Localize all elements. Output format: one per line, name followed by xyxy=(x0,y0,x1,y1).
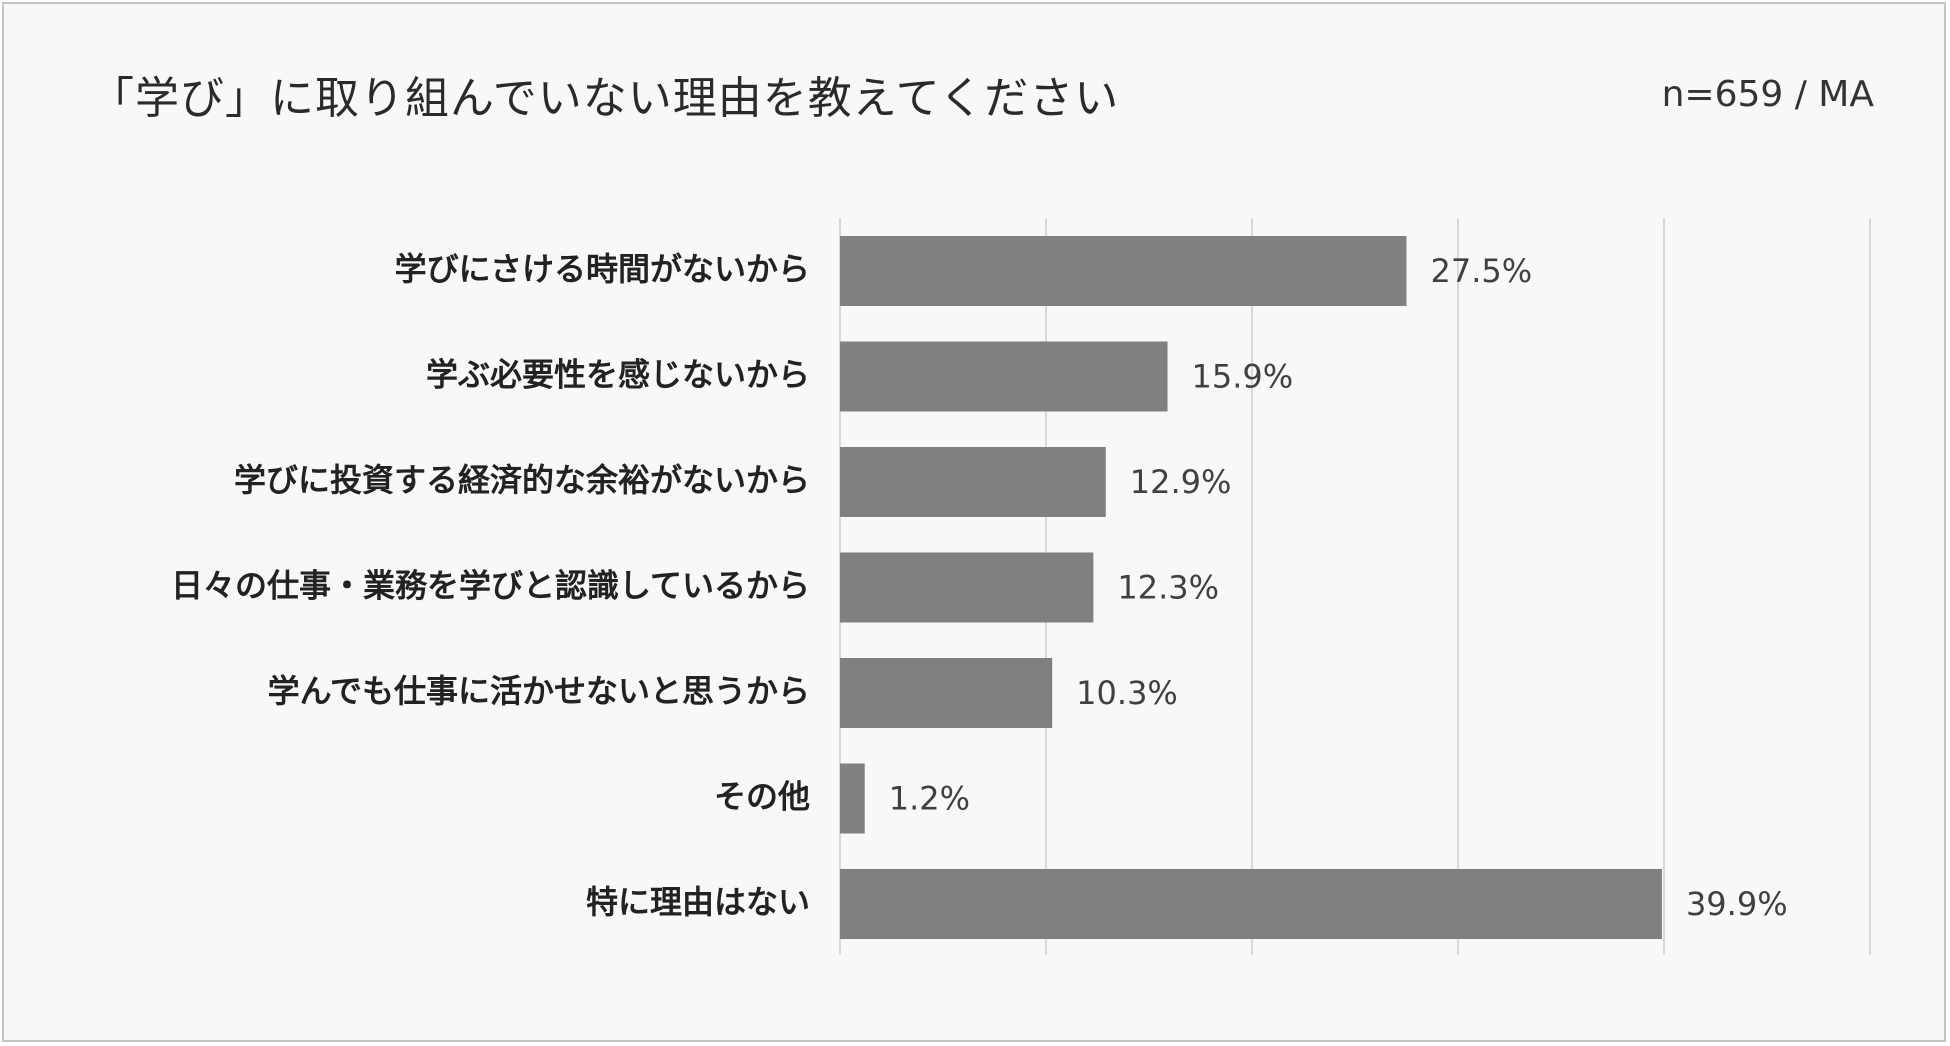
bar xyxy=(840,763,865,834)
data-label: 12.9% xyxy=(1130,463,1232,501)
chart-title: 「学び」に取り組んでいない理由を教えてください xyxy=(90,73,1120,124)
category-label: その他 xyxy=(714,778,810,816)
bar xyxy=(840,447,1106,517)
category-label: 日々の仕事・業務を学びと認識しているから xyxy=(171,567,810,605)
data-label: 27.5% xyxy=(1431,252,1533,290)
bar xyxy=(840,236,1407,306)
category-label: 学びにさける時間がないから xyxy=(395,250,810,288)
data-label: 10.3% xyxy=(1076,674,1178,712)
category-label: 学んでも仕事に活かせないと思うから xyxy=(268,672,810,710)
data-label: 1.2% xyxy=(889,780,970,818)
data-label: 39.9% xyxy=(1686,885,1788,923)
bar xyxy=(840,341,1168,412)
category-label: 特に理由はない xyxy=(586,883,810,921)
category-label: 学ぶ必要性を感じないから xyxy=(426,356,810,394)
data-label: 15.9% xyxy=(1192,358,1294,396)
data-label: 12.3% xyxy=(1117,569,1219,607)
bar xyxy=(840,658,1053,728)
category-label: 学びに投資する経済的な余裕がないから xyxy=(234,461,810,499)
sample-size-note: n=659 / MA xyxy=(1661,74,1874,115)
bar xyxy=(840,552,1094,623)
bar xyxy=(840,869,1662,939)
